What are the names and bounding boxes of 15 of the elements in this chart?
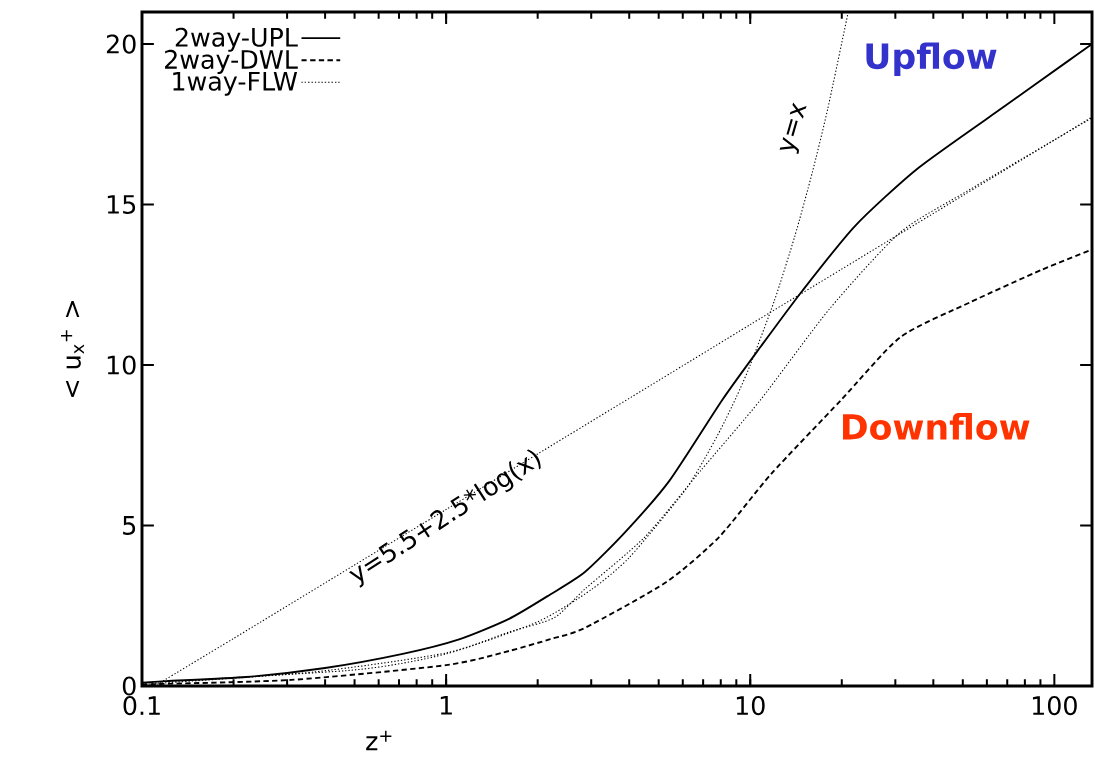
y-tick-label: 10 bbox=[107, 355, 136, 375]
x-axis-title: z$^{+}$ bbox=[366, 730, 392, 751]
annotation: Upflow bbox=[866, 42, 997, 76]
x-tick-label: 1 bbox=[440, 696, 452, 715]
y-tick-label: 15 bbox=[107, 195, 136, 214]
y-tick-label: 20 bbox=[106, 34, 136, 54]
x-tick-label: 0.1 bbox=[123, 696, 160, 716]
annotation: y=x bbox=[779, 102, 807, 154]
x-tick-label: 100 bbox=[1032, 696, 1077, 716]
annotation: Downflow bbox=[843, 413, 1030, 440]
y-tick-label: 0 bbox=[122, 676, 136, 696]
y-tick-label: 5 bbox=[123, 516, 136, 535]
y-axis-title: < u$_{x}$$^{+}$ > bbox=[61, 301, 84, 397]
legend-label: 1way-FLW bbox=[173, 71, 298, 96]
x-tick-label: 10 bbox=[736, 696, 765, 716]
